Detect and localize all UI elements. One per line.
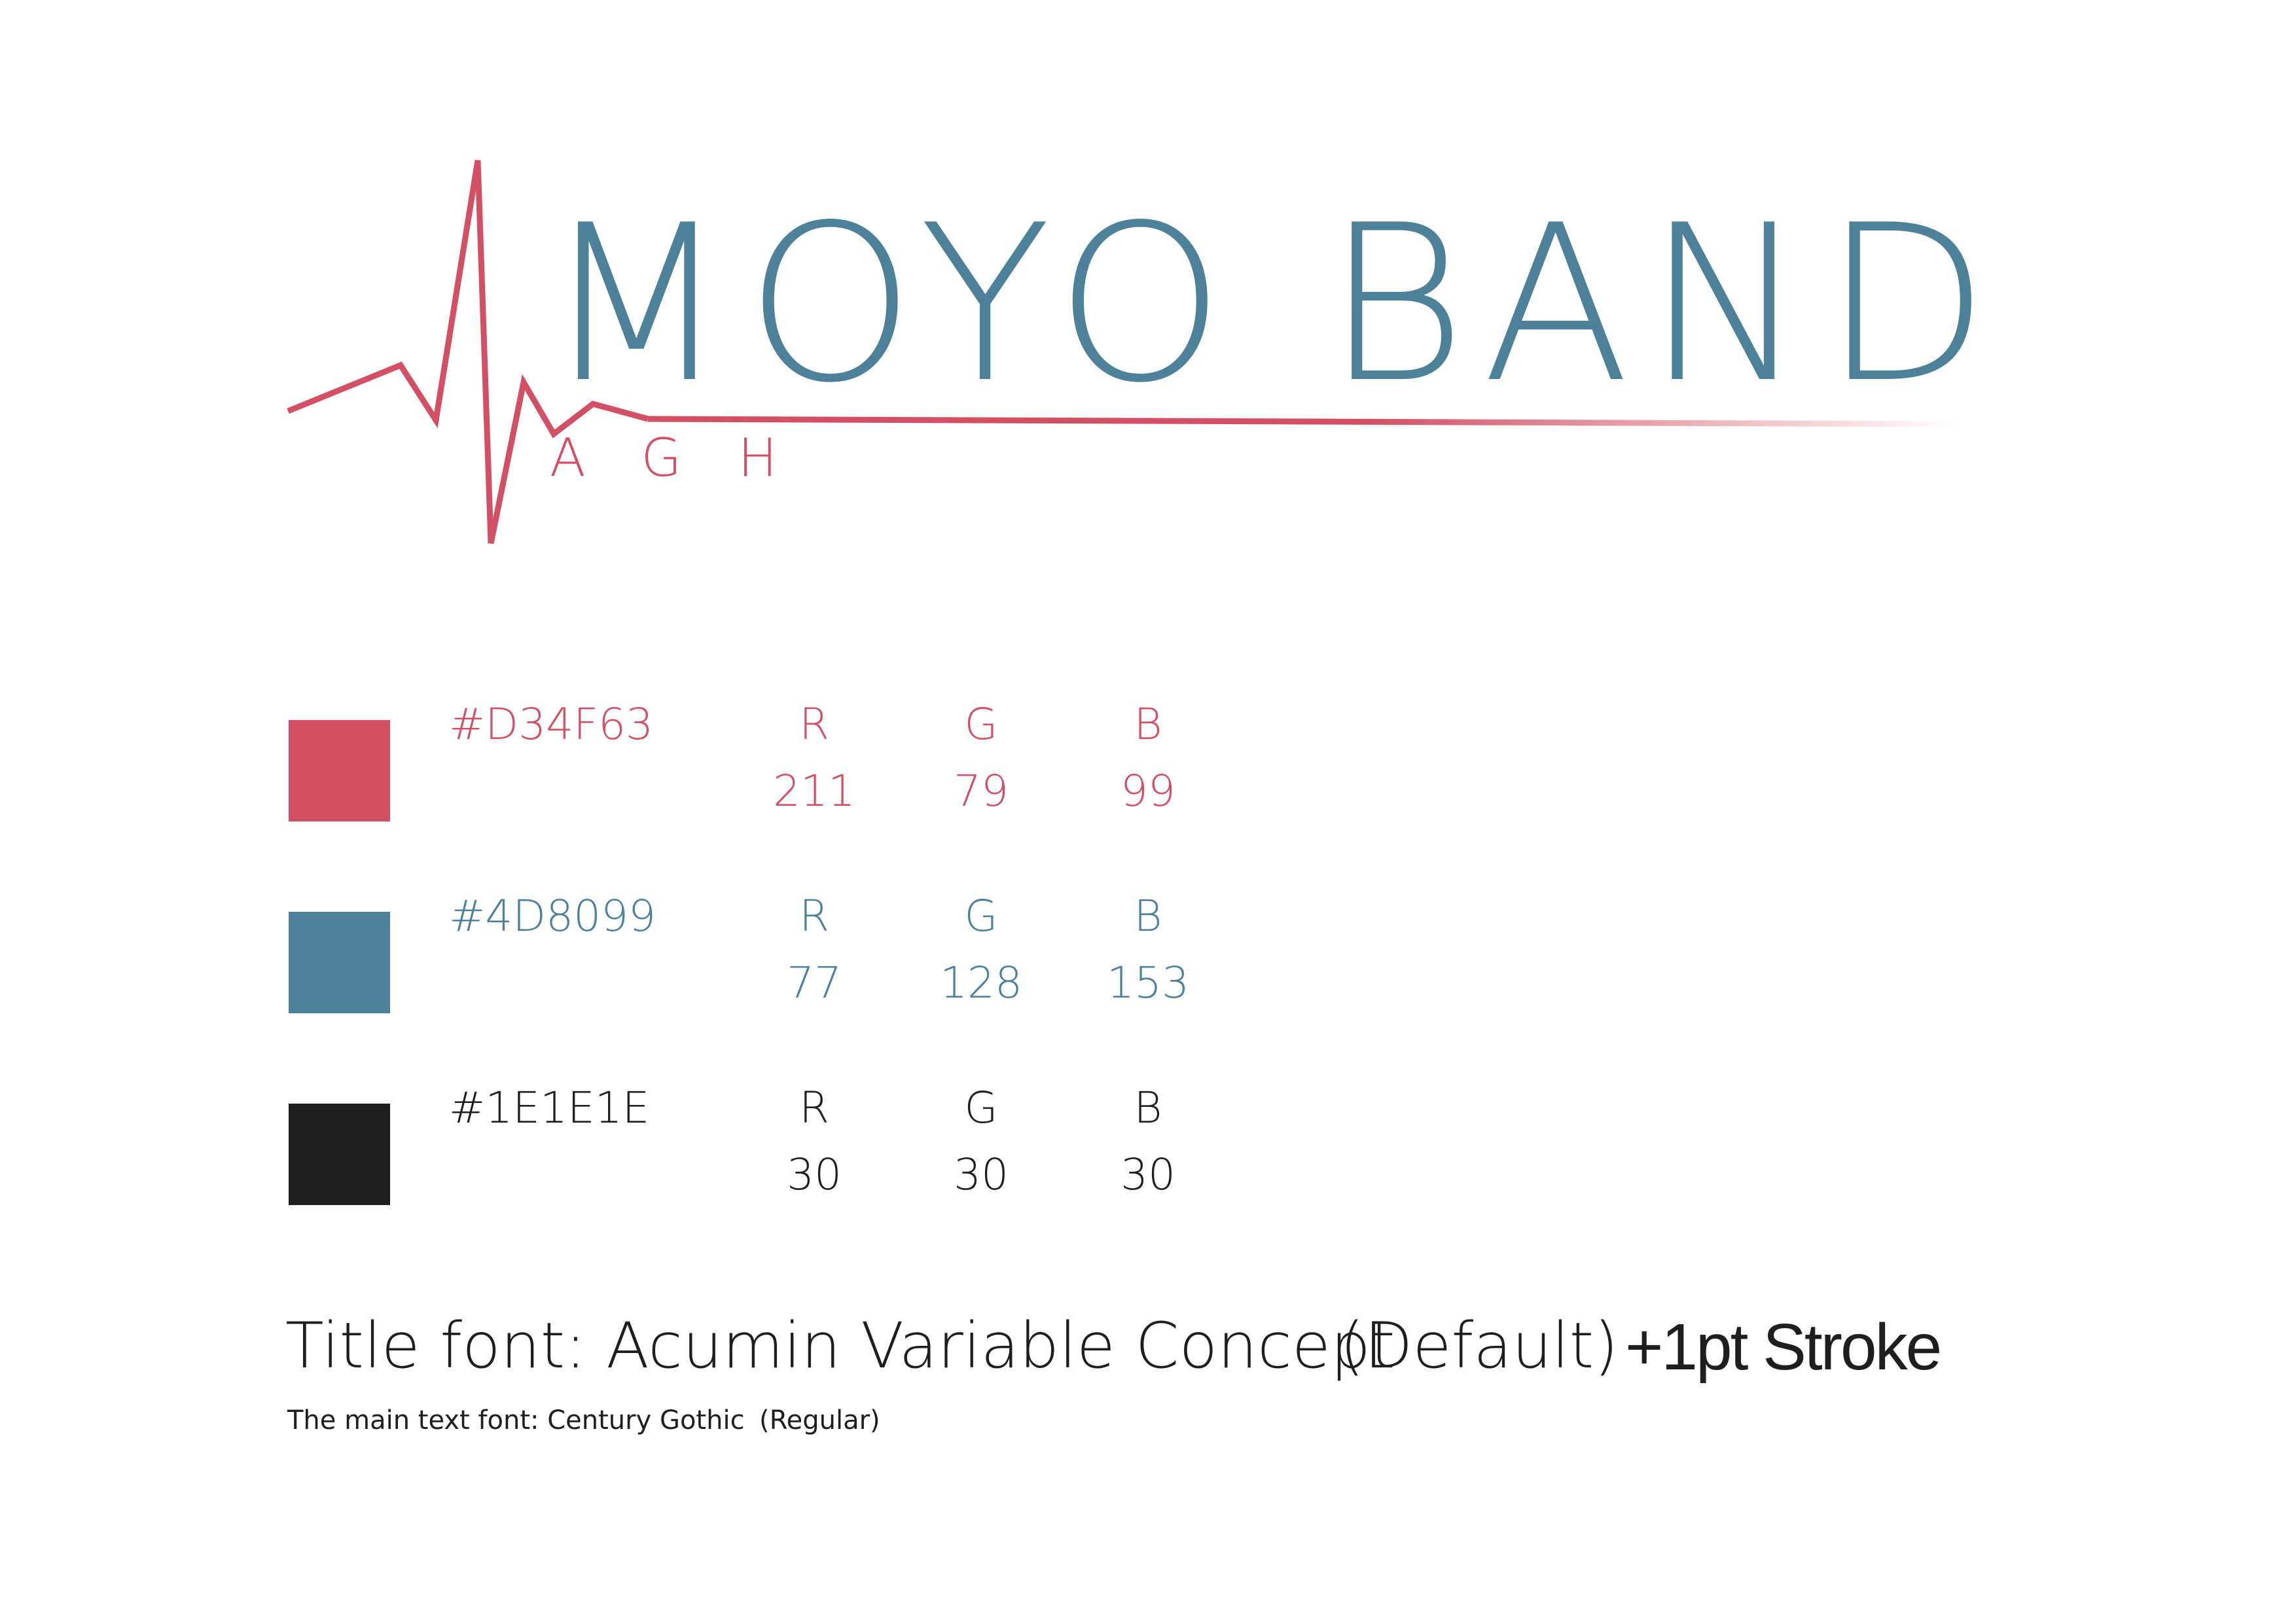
hex-code: #1E1E1E — [449, 1083, 650, 1133]
g-label: G — [964, 891, 998, 941]
r-value: 30 — [787, 1149, 842, 1200]
title-font-stroke: +1pt Stroke — [1625, 1310, 1942, 1384]
hex-code: #D34F63 — [449, 699, 654, 749]
body-font-label: The main text font: Century Gothic — [287, 1405, 745, 1435]
r-value: 211 — [773, 766, 855, 816]
g-value: 128 — [940, 958, 1022, 1008]
g-label: G — [964, 699, 998, 749]
b-value: 153 — [1107, 958, 1189, 1008]
b-value: 30 — [1121, 1149, 1175, 1200]
g-label: G — [964, 1083, 998, 1133]
r-label: R — [799, 1083, 829, 1133]
b-label: B — [1134, 699, 1162, 749]
title-font-spec: Title font: Acumin Variable Concept (Def… — [0, 1314, 2296, 1386]
moyo-band-logo: MOYO BAND AGH — [0, 0, 2296, 589]
g-value: 30 — [954, 1149, 1009, 1200]
title-font-variant: (Default) — [1340, 1309, 1619, 1382]
b-label: B — [1134, 1083, 1162, 1133]
r-label: R — [799, 891, 829, 941]
b-label: B — [1134, 891, 1162, 941]
heartbeat-line-icon — [287, 160, 1958, 544]
logo-subtitle: AGH — [550, 427, 834, 488]
color-row-red: #D34F63 R G B 211 79 99 — [0, 703, 2296, 884]
color-row-blue: #4D8099 R G B 77 128 153 — [0, 895, 2296, 1075]
body-font-spec: The main text font: Century Gothic (Regu… — [0, 1407, 2296, 1447]
color-swatch — [289, 1104, 390, 1205]
title-font-label: Title font: Acumin Variable Concept — [285, 1309, 1395, 1382]
b-value: 99 — [1121, 766, 1175, 816]
g-value: 79 — [954, 766, 1009, 816]
hex-code: #4D8099 — [449, 891, 656, 941]
r-value: 77 — [787, 958, 842, 1008]
color-row-black: #1E1E1E R G B 30 30 30 — [0, 1087, 2296, 1267]
r-label: R — [799, 699, 829, 749]
color-swatch — [289, 912, 390, 1013]
logo-title: MOYO BAND — [543, 179, 2005, 430]
color-swatch — [289, 720, 390, 821]
body-font-variant: (Regular) — [759, 1405, 880, 1435]
